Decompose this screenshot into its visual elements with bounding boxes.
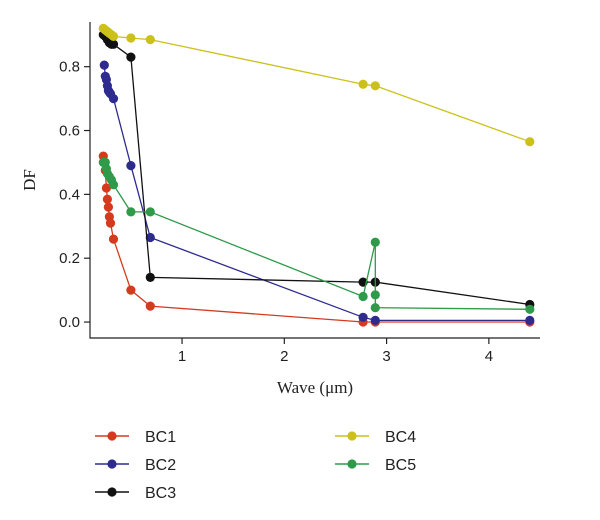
bc5-point-13 [525,304,535,314]
bc1-point-7 [105,218,116,228]
bc4-line [102,27,531,143]
legend-label: BC1 [145,429,176,446]
y-tick-label-1: 0.2 [59,250,80,267]
bc3-point-5 [108,39,119,49]
y-tick-label-4: 0.8 [59,59,80,76]
bc4-point-8 [358,79,368,89]
bc5-point-8 [145,207,155,217]
axis-ticks: 1 2 3 4 0.0 0.2 0.4 0.6 0.8 [59,59,493,365]
y-axis-label: DF [20,169,39,191]
bc5-point-10 [370,237,380,247]
legend-label: BC2 [145,457,176,474]
legend-label: BC5 [385,457,416,474]
x-tick-label-4: 4 [485,348,493,365]
legend-label: BC4 [385,429,416,446]
bc3-point-7 [145,272,155,282]
bc1-point-8 [108,234,119,244]
bc4-point-7 [145,35,155,45]
y-tick-label-3: 0.6 [59,123,80,140]
legend-swatch-marker [107,431,117,441]
bc5-point-9 [358,291,368,302]
plot-frame [89,22,540,339]
series-bc4 [98,23,535,147]
bc2-line [103,65,530,322]
series-bc2 [99,60,535,325]
legend: BC1 BC2 BC3 BC4 BC5 [95,429,416,502]
series-bc3 [98,30,535,310]
legend-item-bc1: BC1 [95,429,176,446]
legend-swatch-marker [107,459,117,469]
bc1-line [102,155,530,323]
legend-swatch-marker [347,459,357,469]
bc5-point-12 [370,303,380,313]
x-tick-label-3: 3 [382,348,390,365]
x-axis-label: Wave (μm) [277,378,353,397]
bc3-point-6 [126,52,136,62]
bc2-point-11 [370,315,380,325]
bc3-line [102,34,530,306]
axes [89,22,540,339]
bc4-point-9 [370,81,380,91]
bc4-point-10 [525,137,535,147]
series-bc5 [98,157,535,314]
legend-item-bc5: BC5 [335,457,416,474]
bc4-point-6 [126,33,136,43]
bc2-point-10 [358,312,368,322]
bc5-point-6 [108,180,119,190]
bc1-point-10 [145,301,155,311]
bc2-point-0 [99,60,109,70]
bc5-line [103,161,530,310]
series-layer [98,23,535,327]
bc1-point-9 [126,285,136,295]
bc2-point-12 [525,315,535,325]
bc4-point-5 [108,31,119,41]
x-tick-label-2: 2 [280,348,288,365]
legend-item-bc4: BC4 [335,429,416,446]
bc5-point-11 [370,290,380,300]
legend-swatch-marker [107,487,117,497]
bc1-point-3 [101,183,111,193]
legend-item-bc3: BC3 [95,485,176,502]
y-tick-label-0: 0.0 [59,314,80,331]
legend-label: BC3 [145,485,176,502]
x-tick-label-1: 1 [178,348,186,365]
legend-swatch-marker [347,431,357,441]
bc2-point-7 [108,94,119,104]
bc5-point-7 [126,207,136,217]
legend-item-bc2: BC2 [95,457,176,474]
bc2-point-9 [145,232,155,243]
bc1-point-5 [103,202,113,212]
bc2-point-8 [126,161,136,171]
bc1-point-4 [102,194,112,204]
y-tick-label-2: 0.4 [59,186,80,203]
